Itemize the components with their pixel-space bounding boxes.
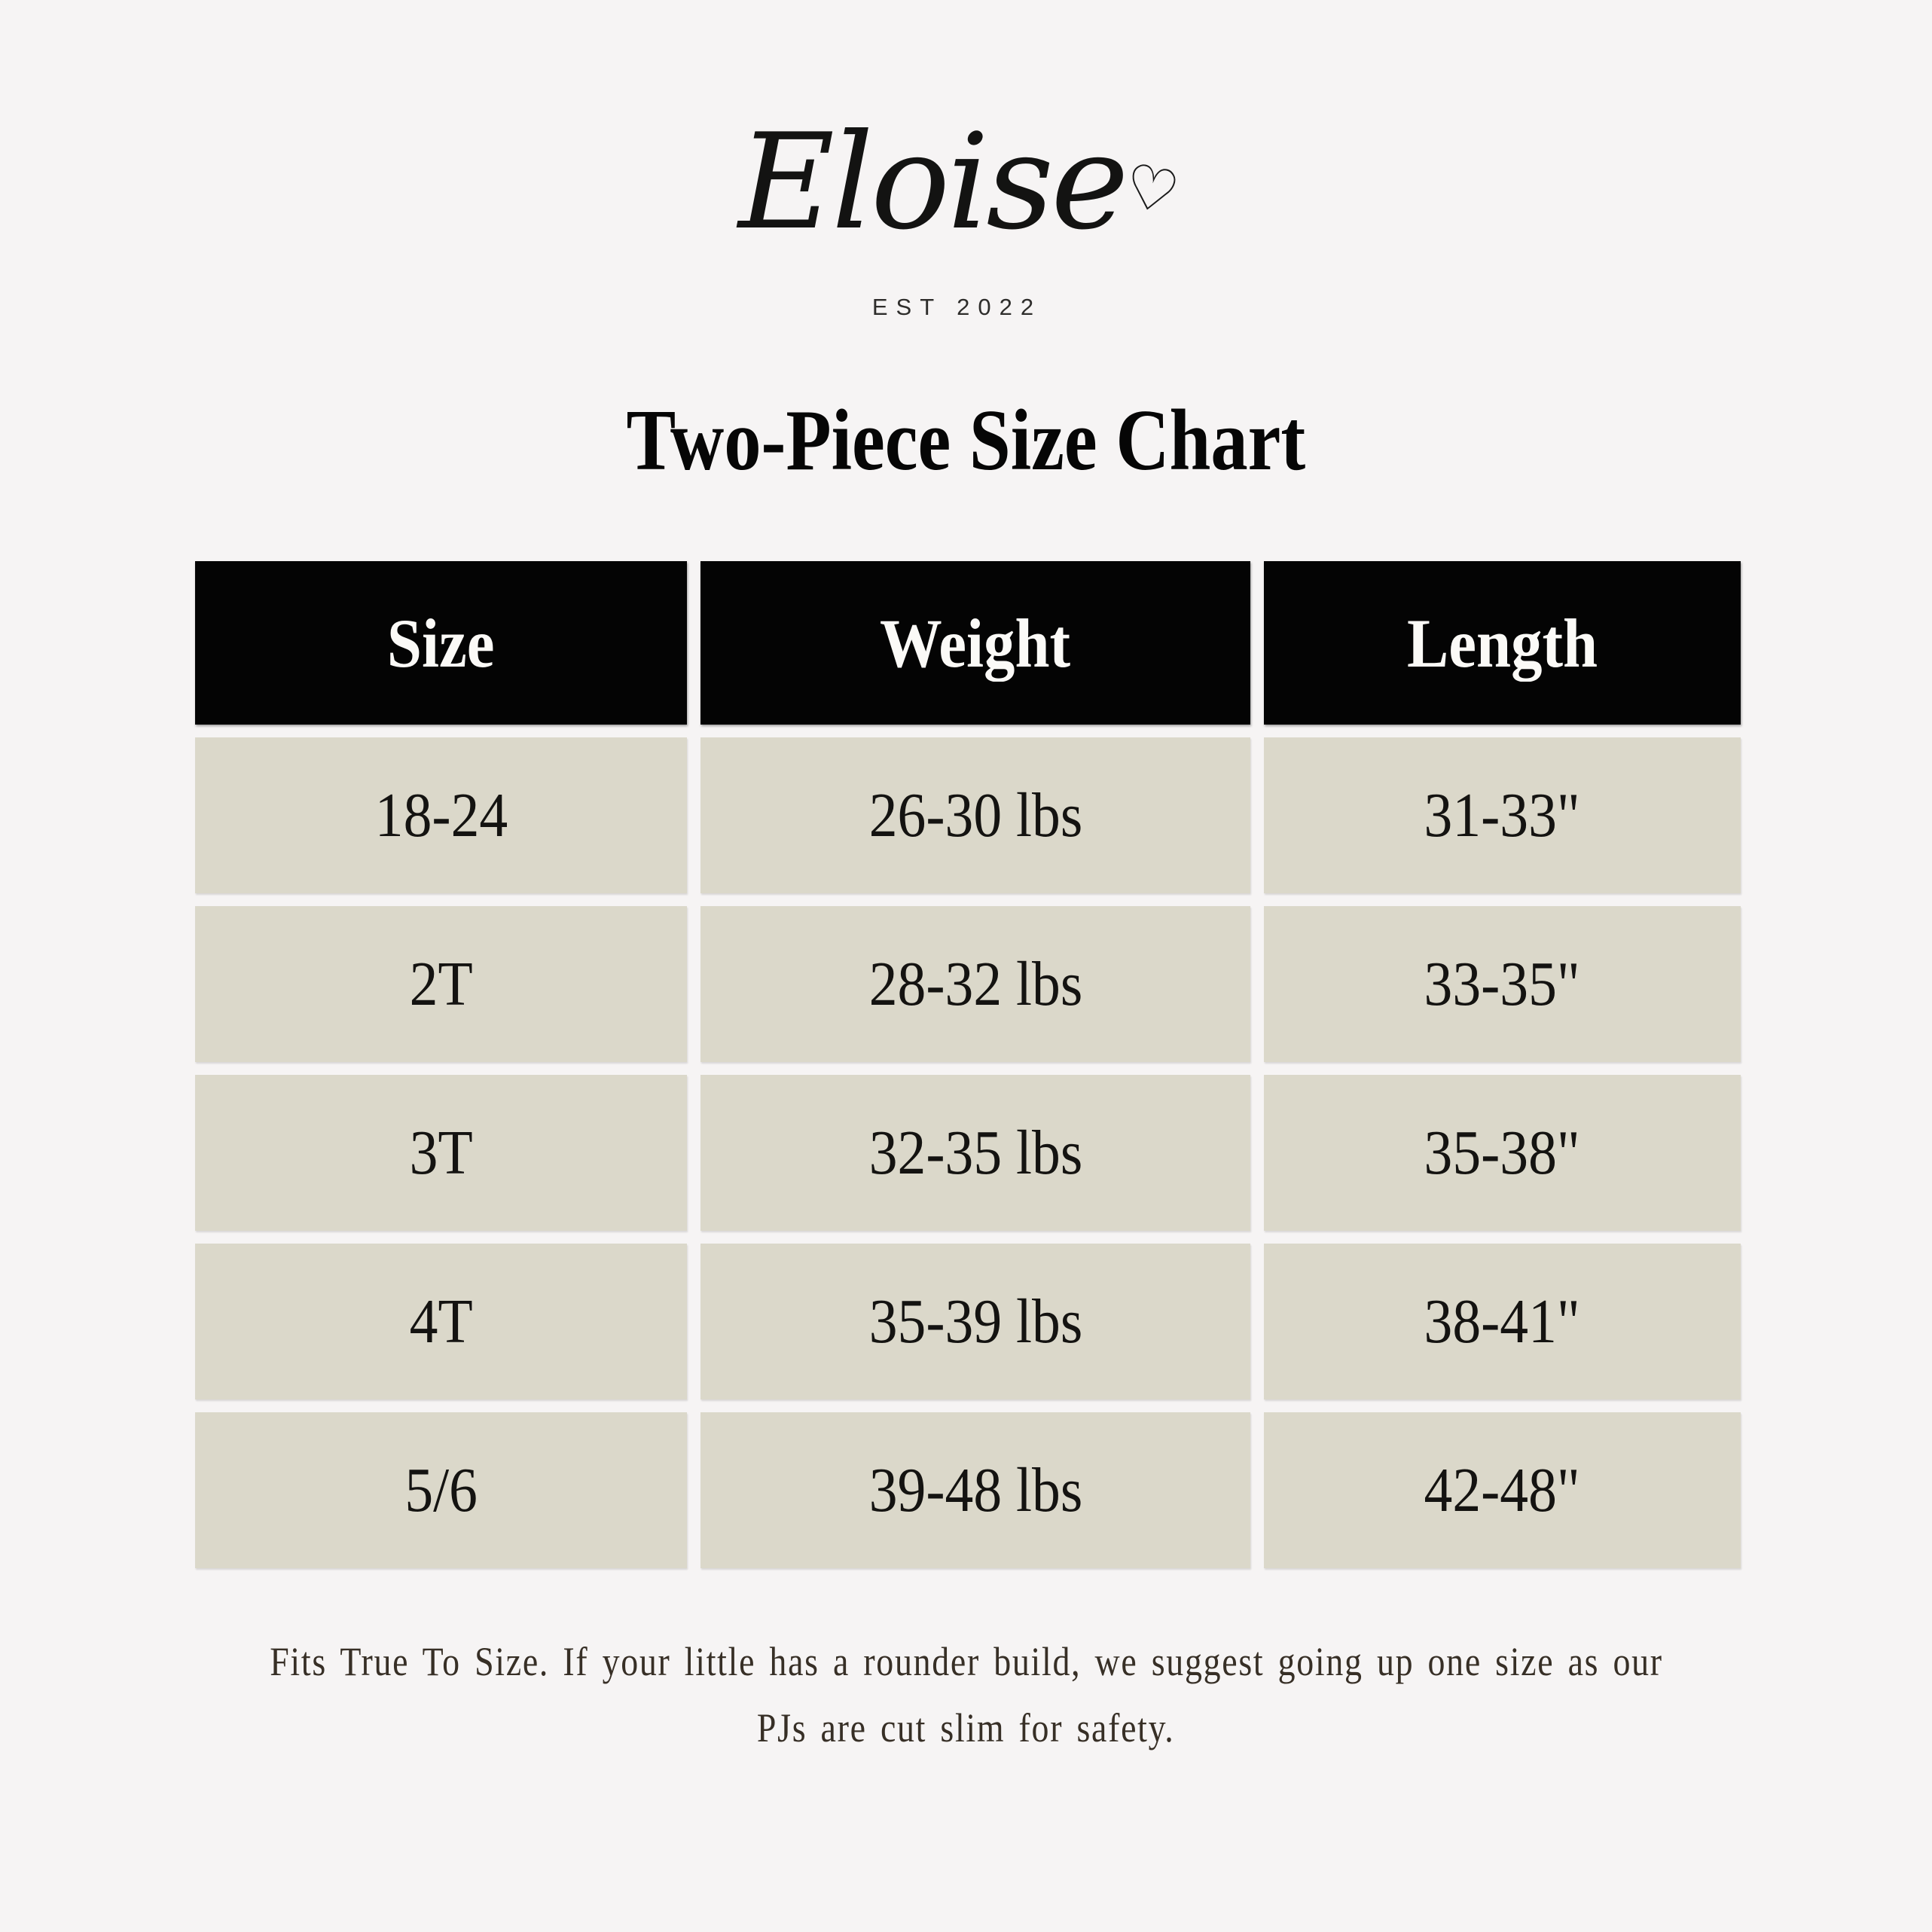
footnote-line-2: PJs are cut slim for safety.: [757, 1705, 1175, 1750]
size-cell: 3T: [195, 1075, 687, 1231]
weight-cell: 35-39 lbs: [700, 1244, 1250, 1399]
heart-icon: ♡: [1118, 149, 1186, 230]
length-cell: 35-38": [1264, 1075, 1741, 1231]
weight-cell: 32-35 lbs: [700, 1075, 1250, 1231]
size-cell: 4T: [195, 1244, 687, 1399]
footnote-line-1: Fits True To Size. If your little has a …: [269, 1639, 1663, 1684]
page-title: Two-Piece Size Chart: [626, 392, 1306, 489]
length-cell: 33-35": [1264, 906, 1741, 1062]
length-cell: 31-33": [1264, 737, 1741, 893]
length-cell: 42-48": [1264, 1412, 1741, 1568]
size-cell: 2T: [195, 906, 687, 1062]
size-chart-table: Size Weight Length 18-24 26-30 lbs 31-33…: [195, 561, 1741, 1568]
weight-cell: 28-32 lbs: [700, 906, 1250, 1062]
header-cell-weight: Weight: [700, 561, 1250, 725]
size-cell: 18-24: [195, 737, 687, 893]
brand-logo: Eloise ♡: [738, 96, 1185, 270]
header-cell-length: Length: [1264, 561, 1741, 725]
footnote: Fits True To Size. If your little has a …: [0, 1628, 1932, 1761]
brand-script-name: Eloise: [738, 106, 1128, 259]
weight-cell: 26-30 lbs: [700, 737, 1250, 893]
header-cell-size: Size: [195, 561, 687, 725]
brand-established: EST 2022: [871, 294, 1042, 320]
weight-cell: 39-48 lbs: [700, 1412, 1250, 1568]
size-cell: 5/6: [195, 1412, 687, 1568]
length-cell: 38-41": [1264, 1244, 1741, 1399]
